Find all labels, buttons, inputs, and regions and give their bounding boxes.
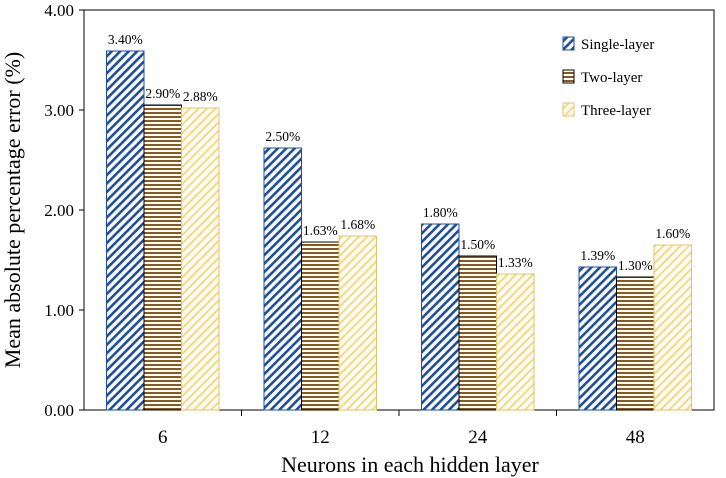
y-tick-label: 4.00 <box>44 1 74 20</box>
legend-label: Single-layer <box>581 37 654 53</box>
bar-three-layer-48 <box>653 244 692 411</box>
x-tick-label: 24 <box>468 427 488 448</box>
bar-two-layer-24 <box>458 255 497 411</box>
bar-single-layer-12 <box>263 147 302 411</box>
y-axis: 0.00 1.00 2.00 3.00 4.00 <box>44 1 84 420</box>
x-tick-label: 48 <box>626 427 645 448</box>
y-tick-label: 2.00 <box>44 201 74 220</box>
data-label: 1.68% <box>340 217 375 232</box>
x-tick-label: 6 <box>158 427 168 448</box>
y-tick-label: 1.00 <box>44 301 74 320</box>
data-label: 1.63% <box>303 223 338 238</box>
data-label: 2.90% <box>145 86 180 101</box>
data-label: 1.33% <box>498 255 533 270</box>
legend-swatch <box>562 69 575 84</box>
data-label: 2.88% <box>183 89 218 104</box>
data-label: 1.80% <box>423 205 458 220</box>
legend-swatch <box>562 102 575 117</box>
data-label: 1.30% <box>618 258 653 273</box>
bar-three-layer-24 <box>496 273 535 411</box>
y-axis-title: Mean absolute percentage error (%) <box>0 52 25 368</box>
legend-label: Three-layer <box>581 103 651 119</box>
bar-single-layer-6 <box>106 50 145 411</box>
x-tick-label: 12 <box>311 427 330 448</box>
data-label: 1.39% <box>580 248 615 263</box>
x-axis-title: Neurons in each hidden layer <box>281 452 539 477</box>
data-label: 2.50% <box>265 129 300 144</box>
bars <box>106 50 692 411</box>
bar-single-layer-24 <box>421 223 460 411</box>
y-tick-label: 0.00 <box>44 401 74 420</box>
data-label: 1.60% <box>655 226 690 241</box>
legend-label: Two-layer <box>581 70 642 86</box>
legend-swatch <box>562 36 575 51</box>
legend: Single-layer Two-layer Three-layer <box>562 36 654 119</box>
bar-single-layer-48 <box>578 266 617 411</box>
bar-three-layer-12 <box>338 235 377 411</box>
y-tick-label: 3.00 <box>44 101 74 120</box>
data-label: 3.40% <box>108 32 143 47</box>
bar-two-layer-6 <box>143 104 182 411</box>
bar-labels: 3.40% 2.90% 2.88% 2.50% 1.63% 1.68% 1.80% 1.50%… <box>108 32 690 273</box>
x-axis: 6 12 24 48 <box>158 410 645 448</box>
bar-two-layer-48 <box>616 276 655 411</box>
data-label: 1.50% <box>460 237 495 252</box>
bar-two-layer-12 <box>301 241 340 411</box>
bar-three-layer-6 <box>181 107 220 411</box>
